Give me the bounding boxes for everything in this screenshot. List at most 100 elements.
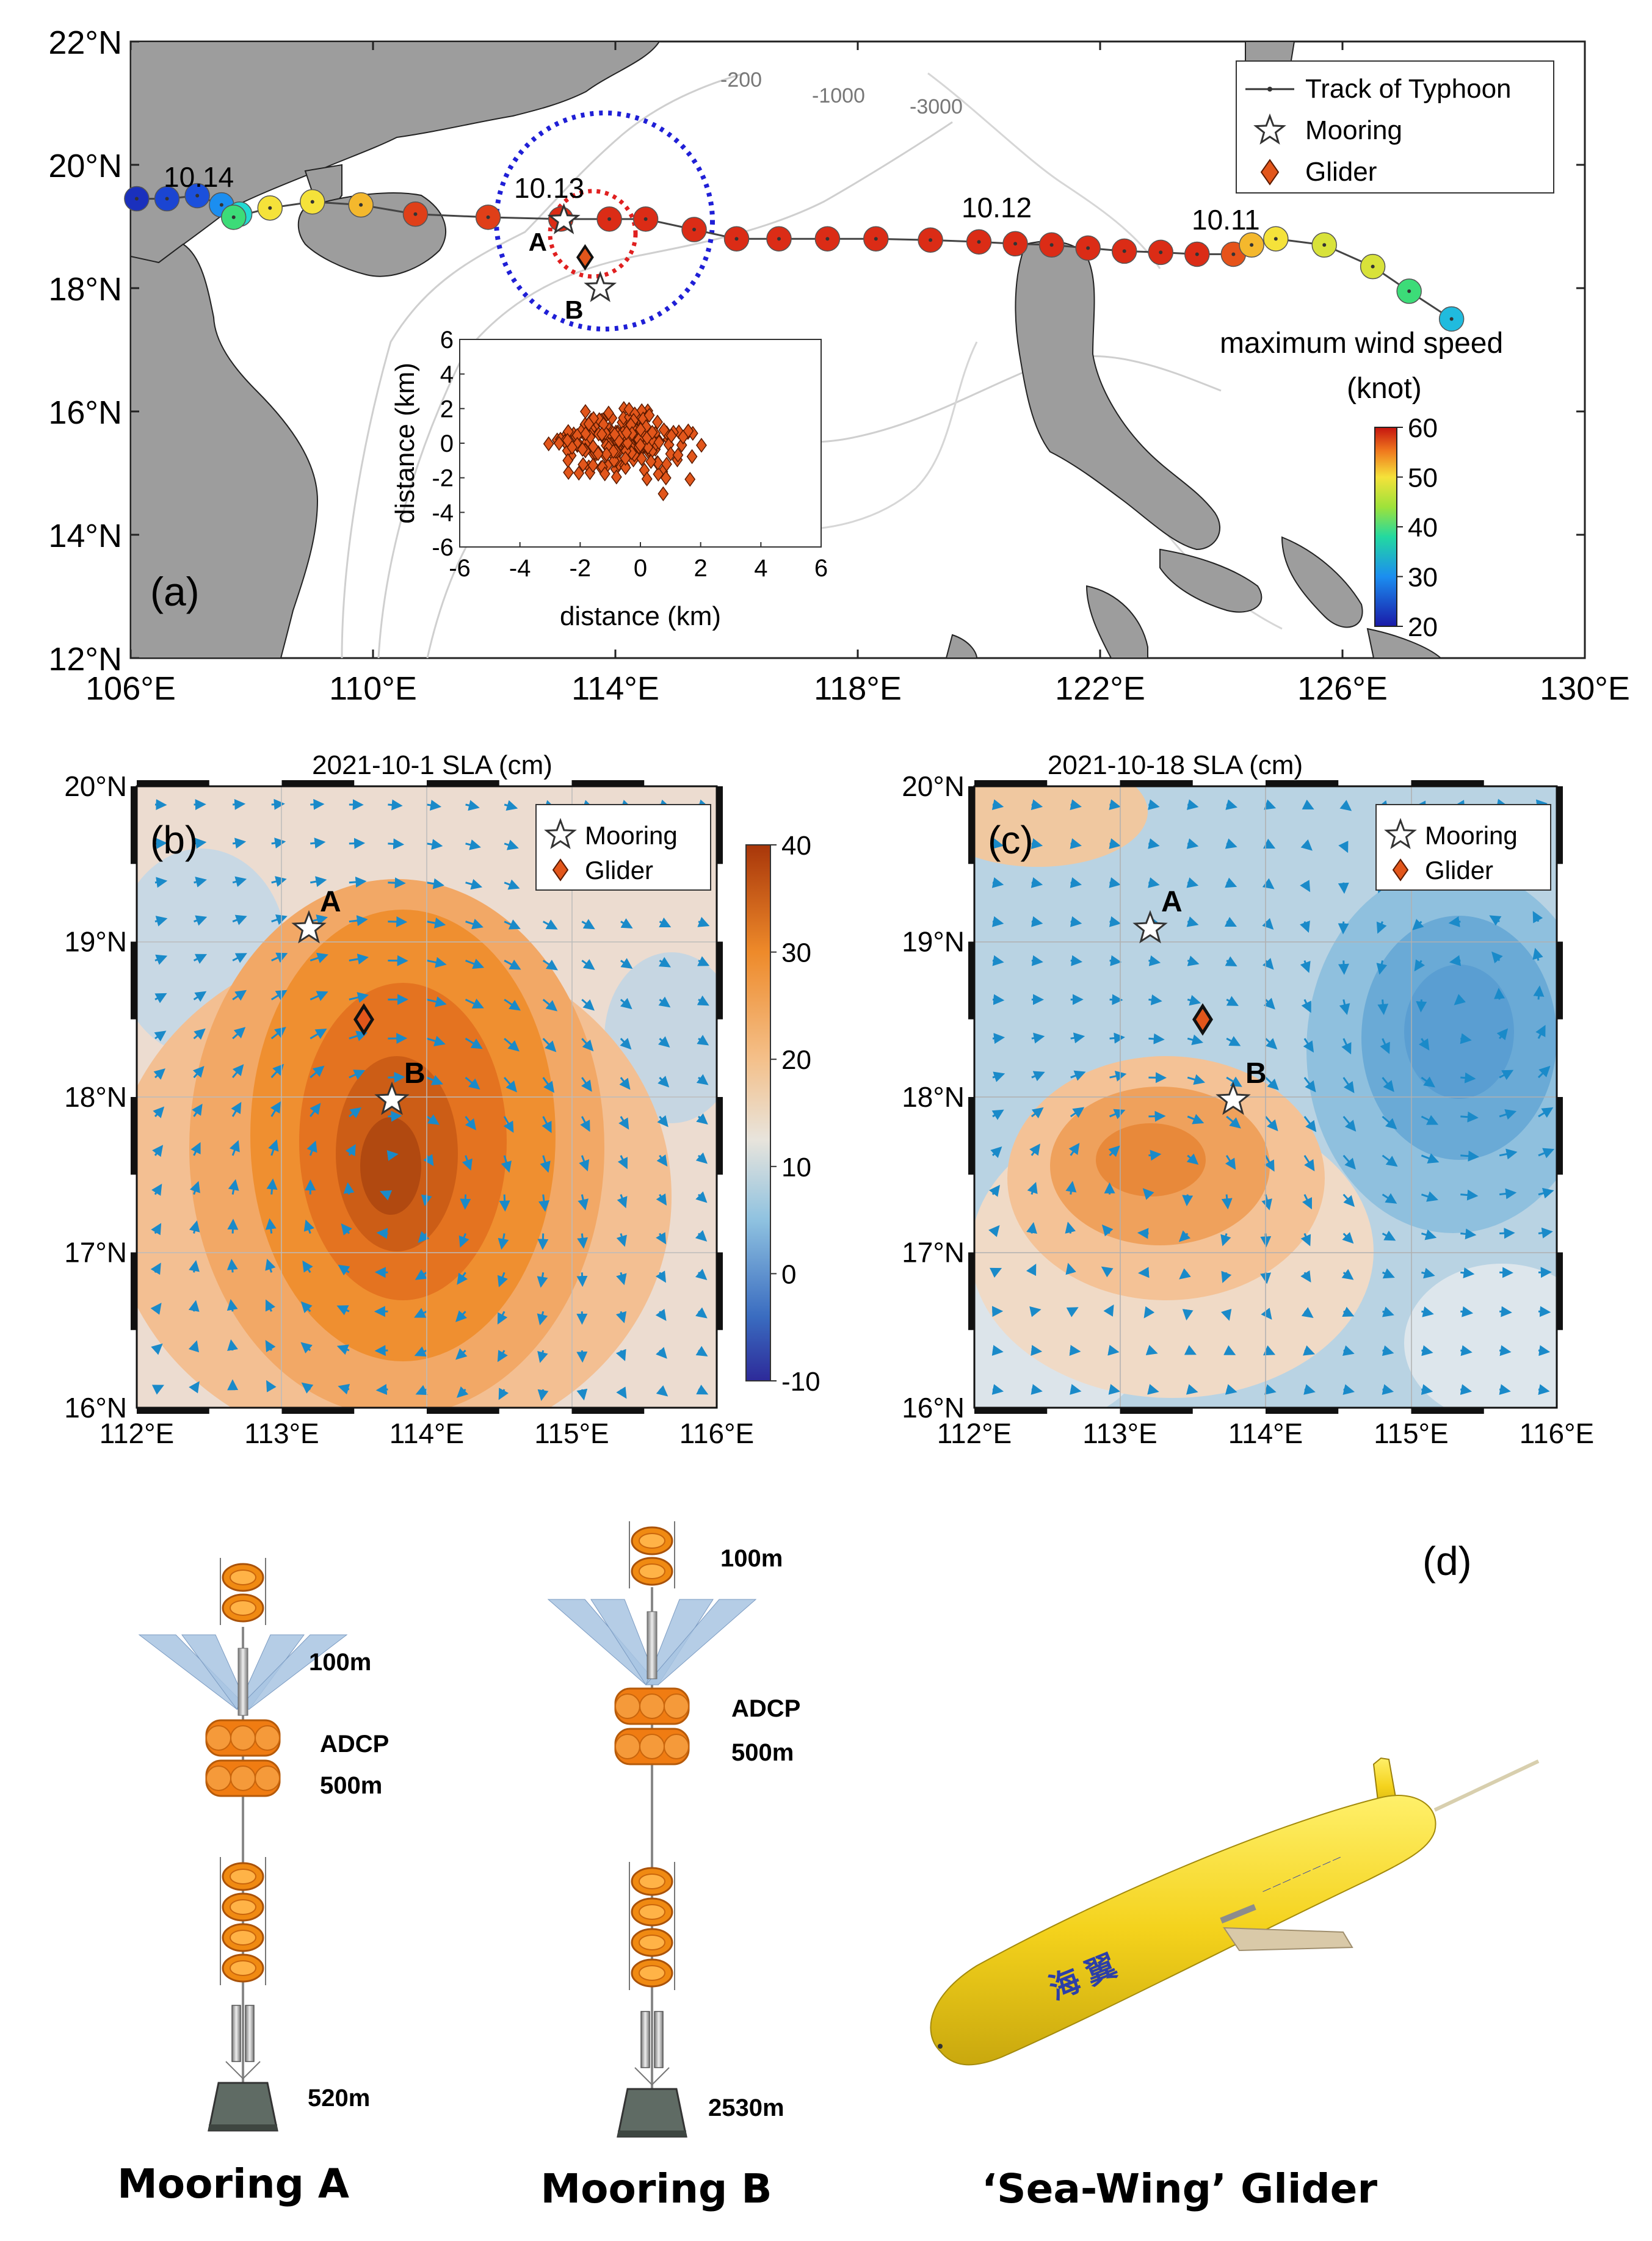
velocity-arrow xyxy=(1460,1228,1477,1240)
legend-diamond-icon xyxy=(1392,858,1409,882)
velocity-arrow xyxy=(1138,1267,1150,1278)
mooring-chain xyxy=(225,2061,244,2079)
contour-line xyxy=(927,72,1161,269)
adcp-float-cell xyxy=(230,1725,256,1751)
x-tick-label: 116°E xyxy=(1520,1417,1594,1449)
velocity-arrow xyxy=(1532,947,1543,961)
glider-diamond xyxy=(1192,1003,1213,1036)
velocity-arrow xyxy=(456,1386,469,1398)
velocity-vectors xyxy=(988,798,1555,1396)
track-point-center xyxy=(874,237,878,241)
velocity-arrow xyxy=(697,956,710,966)
velocity-arrow xyxy=(656,1193,667,1206)
velocity-arrow xyxy=(1148,1110,1166,1122)
velocity-arrow xyxy=(265,1340,276,1353)
panel-c: 2021-10-18 SLA (cm) 112°E 113°E 114°E 115°E… xyxy=(902,750,1594,1449)
sla-colorbar-ticks: 40 30 20 10 0 -10 xyxy=(770,831,821,1397)
mooring-chain xyxy=(242,2061,261,2079)
legend-box xyxy=(535,804,711,891)
inset-point xyxy=(665,428,677,443)
velocity-arrow xyxy=(426,1114,440,1125)
inset-point xyxy=(580,404,591,419)
velocity-arrow xyxy=(151,1183,162,1196)
velocity-arrow xyxy=(1262,918,1274,930)
acoustic-release xyxy=(245,2005,255,2062)
legend-box xyxy=(1375,804,1551,891)
velocity-arrow xyxy=(1109,955,1122,966)
contour-line xyxy=(377,121,953,658)
velocity-arrow xyxy=(1226,1076,1242,1087)
velocity-arrow xyxy=(697,995,709,1006)
panel-a: -200 -1000 -3000 106°E 110°E 114°E 118°E 122… xyxy=(48,24,1630,707)
inset-point xyxy=(609,427,620,442)
velocity-arrow xyxy=(1262,878,1275,889)
inset-point xyxy=(653,435,665,450)
contour-label: -3000 xyxy=(910,95,963,118)
legend-glider-label: Glider xyxy=(1425,856,1493,885)
velocity-arrow xyxy=(1339,999,1350,1015)
velocity-arrow xyxy=(190,1142,201,1156)
velocity-arrow xyxy=(497,1311,508,1325)
velocity-arrow xyxy=(376,1228,388,1239)
inset-point xyxy=(660,470,672,486)
inset-point xyxy=(596,427,607,442)
velocity-arrow xyxy=(991,1384,1004,1395)
velocity-arrow xyxy=(1070,799,1082,810)
velocity-arrow xyxy=(1382,1230,1396,1241)
velocity-arrow xyxy=(423,1154,434,1167)
velocity-arrow xyxy=(1225,956,1237,967)
x-tick-label: 112°E xyxy=(937,1417,1012,1449)
buoy-float-inner xyxy=(230,1569,256,1585)
velocity-arrow xyxy=(991,1109,1004,1120)
velocity-arrow xyxy=(1264,1384,1277,1395)
land-island xyxy=(945,634,978,658)
y-tick-label: 20°N xyxy=(64,770,127,802)
velocity-arrow xyxy=(1031,1384,1043,1395)
buoy-float-inner xyxy=(639,1563,665,1579)
velocity-arrow xyxy=(1421,1115,1439,1125)
velocity-arrow xyxy=(414,1346,427,1357)
panel-d-label: (d) xyxy=(1422,1538,1472,1584)
velocity-arrow xyxy=(542,1116,552,1134)
velocity-arrow xyxy=(270,1027,286,1040)
track-point-center xyxy=(734,237,739,241)
adcp-float-cell xyxy=(615,1734,640,1759)
legend-diamond-icon xyxy=(1260,159,1280,186)
velocity-arrow xyxy=(620,958,633,969)
adcp-float-cell xyxy=(230,1765,256,1791)
velocity-arrow xyxy=(1448,916,1461,927)
inset-point xyxy=(684,471,696,487)
velocity-arrow xyxy=(310,876,327,887)
x-tick-label: 114°E xyxy=(389,1417,464,1449)
velocity-arrow xyxy=(232,914,247,925)
velocity-arrow xyxy=(271,876,287,887)
velocity-arrow xyxy=(1225,799,1238,810)
velocity-arrow xyxy=(266,1178,278,1195)
velocity-arrow xyxy=(988,1184,1001,1197)
velocity-arrow xyxy=(656,1385,668,1397)
velocity-arrow xyxy=(1225,1384,1237,1395)
track-point-center xyxy=(268,206,272,210)
x-tick-label: 110°E xyxy=(329,670,417,707)
inset-points xyxy=(543,400,707,502)
contour-label: -200 xyxy=(720,68,762,92)
track-point-center xyxy=(1449,317,1454,321)
velocity-arrow xyxy=(1221,1270,1232,1283)
velocity-arrow xyxy=(991,877,1004,888)
velocity-arrow xyxy=(1264,1076,1279,1090)
frame-check xyxy=(968,786,974,864)
y-tick-label: 12°N xyxy=(48,641,122,678)
map-c-axes: 112°E 113°E 114°E 115°E 116°E 16°N 17°N 18°N 19°… xyxy=(902,770,1594,1449)
velocity-arrow xyxy=(1109,994,1123,1005)
velocity-arrow xyxy=(1031,955,1043,966)
velocity-arrow xyxy=(1261,1308,1272,1320)
mooring-b-depth-500: 500m xyxy=(731,1739,794,1766)
velocity-arrow xyxy=(426,957,447,968)
velocity-arrow xyxy=(1031,916,1043,927)
inset-point xyxy=(686,449,698,465)
velocity-arrow xyxy=(341,1223,352,1236)
velocity-arrow xyxy=(1421,1345,1433,1356)
velocity-arrow xyxy=(504,1038,520,1052)
glider-wing-front xyxy=(1223,1927,1353,1952)
x-tick-label: 113°E xyxy=(244,1417,319,1449)
